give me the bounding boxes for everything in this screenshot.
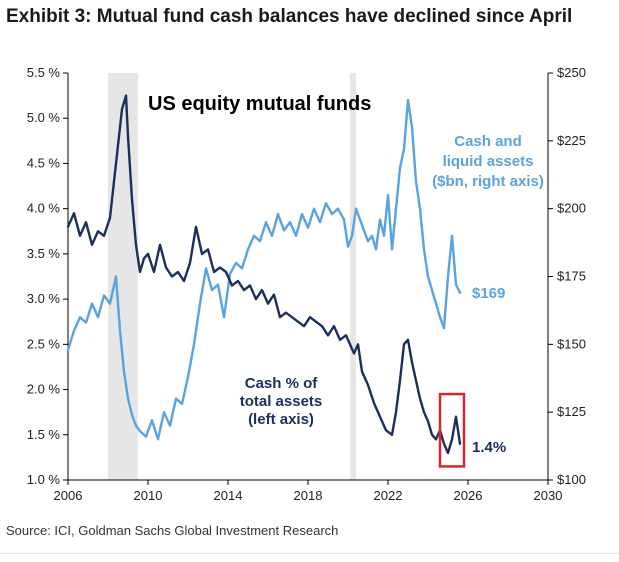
panel-title: US equity mutual funds: [148, 93, 371, 115]
left-y-tick-label: 5.0 %: [27, 110, 61, 125]
left-y-tick-label: 4.5 %: [27, 155, 61, 170]
x-tick-label: 2006: [54, 488, 83, 503]
x-tick-label: 2014: [214, 488, 243, 503]
right-y-tick-label: $175: [557, 269, 586, 284]
left-y-tick-label: 4.0 %: [27, 201, 61, 216]
cash-assets-end-label: $169: [472, 285, 505, 302]
highlight-box: [438, 392, 466, 468]
x-tick-label: 2030: [534, 488, 563, 503]
series-group: [66, 94, 462, 455]
right-y-tick-label: $250: [557, 65, 586, 80]
x-tick-label: 2026: [454, 488, 483, 503]
dual-axis-line-chart: 2006 2010 2014 2018 2022 2026 2030 1.0 % 1.5 % 2…: [27, 65, 586, 503]
left-y-tick-label: 3.5 %: [27, 246, 61, 261]
chart-title: Exhibit 3: Mutual fund cash balances hav…: [6, 6, 573, 27]
cash-pct-series-label: total assets: [240, 393, 323, 410]
source-note: Source: ICI, Goldman Sachs Global Invest…: [6, 523, 339, 538]
cash-assets-series-line: [66, 98, 462, 441]
left-y-tick-label: 2.0 %: [27, 382, 61, 397]
right-y-tick-labels: $100 $125 $150 $175 $200 $225 $250: [557, 65, 586, 487]
right-y-tick-label: $200: [557, 201, 586, 216]
cash-pct-end-label: 1.4%: [472, 439, 506, 456]
x-tick-label: 2022: [374, 488, 403, 503]
right-y-tick-label: $125: [557, 404, 586, 419]
left-y-tick-label: 2.5 %: [27, 336, 61, 351]
left-y-tick-label: 1.0 %: [27, 472, 61, 487]
right-y-tick-label: $225: [557, 133, 586, 148]
cash-pct-series-label: Cash % of: [245, 375, 319, 392]
cash-assets-series-label: liquid assets: [443, 153, 534, 170]
left-y-tick-labels: 1.0 % 1.5 % 2.0 % 2.5 % 3.0 % 3.5 % 4.0 % 4.5 %…: [27, 65, 61, 487]
left-y-tick-label: 5.5 %: [27, 65, 61, 80]
right-y-tick-label: $150: [557, 336, 586, 351]
cash-assets-series-label: Cash and: [454, 133, 522, 150]
axes-group: [63, 72, 553, 485]
x-tick-label: 2010: [134, 488, 163, 503]
left-y-tick-label: 3.0 %: [27, 291, 61, 306]
right-y-tick-label: $100: [557, 472, 586, 487]
cash-pct-series-label: (left axis): [248, 411, 314, 428]
recession-shading-group: [108, 73, 356, 480]
x-tick-label: 2018: [294, 488, 323, 503]
recession-band-1: [108, 73, 138, 480]
left-y-tick-label: 1.5 %: [27, 427, 61, 442]
recession-band-2: [350, 73, 356, 480]
bottom-divider: [0, 553, 619, 554]
cash-pct-series-line: [66, 94, 462, 455]
cash-assets-series-label: ($bn, right axis): [432, 173, 544, 190]
x-tick-labels: 2006 2010 2014 2018 2022 2026 2030: [54, 488, 563, 503]
